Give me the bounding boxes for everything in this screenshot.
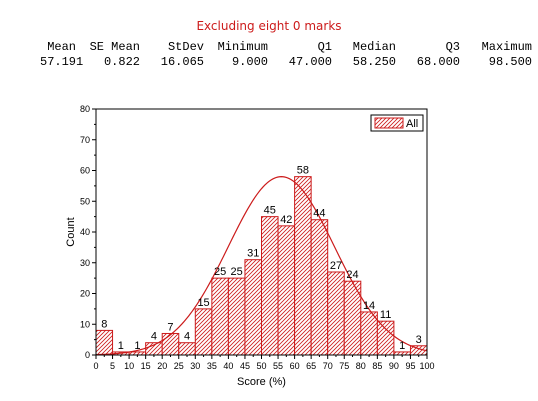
stats-header-cell: Q1 [317, 40, 332, 54]
x-tick-label: 70 [323, 361, 333, 371]
stats-header-cell: StDev [167, 40, 204, 54]
axes-layer: 0 5 10 15 20 25 30 35 40 45 50 55 60 65 70 75 80 85 90 95 10… [80, 104, 435, 371]
x-tick-label: 5 [110, 361, 115, 371]
x-tick-label: 95 [405, 361, 415, 371]
histogram-bar [178, 342, 196, 356]
bar-value-label: 25 [214, 266, 226, 278]
x-tick-label: 60 [290, 361, 300, 371]
x-tick-label: 20 [157, 361, 167, 371]
legend-label: All [406, 118, 418, 130]
stats-header-cell: Median [352, 40, 396, 54]
x-tick-label: 50 [256, 361, 266, 371]
bar-value-label: 1 [134, 340, 140, 352]
x-tick-label: 35 [207, 361, 217, 371]
stats-value-cell: 16.065 [160, 55, 204, 69]
x-axis-title: Score (%) [237, 376, 286, 388]
bar-value-label: 58 [297, 165, 309, 177]
bar-value-label: 27 [330, 260, 342, 272]
y-tick-label: 40 [80, 227, 90, 237]
stats-value-cell: 47.000 [288, 55, 332, 69]
y-tick-label: 10 [80, 319, 90, 329]
y-axis-title: Count [65, 217, 77, 246]
bar-value-label: 25 [231, 266, 243, 278]
histogram-bar [360, 311, 378, 356]
histogram-bar [194, 308, 213, 356]
stats-header-cell: Minimum [217, 40, 268, 54]
stats-value-cell: 98.500 [488, 55, 532, 69]
histogram-bar [327, 271, 345, 356]
x-tick-label: 45 [240, 361, 250, 371]
x-tick-label: 25 [174, 361, 184, 371]
bar-value-label: 4 [184, 331, 190, 343]
x-tick-label: 100 [419, 361, 434, 371]
bar-value-label: 8 [101, 318, 107, 330]
bar-value-label: 4 [151, 331, 157, 343]
stats-value-cell: 58.250 [352, 55, 396, 69]
y-tick-label: 30 [80, 258, 90, 268]
bar-value-label: 1 [118, 340, 124, 352]
histogram-bar [161, 332, 180, 356]
x-tick-label: 0 [93, 361, 98, 371]
bar-value-label: 14 [363, 300, 375, 312]
x-tick-label: 65 [306, 361, 316, 371]
stats-header-cell: SE Mean [89, 40, 140, 54]
stats-value-cell: 9.000 [231, 55, 268, 69]
x-tick-label: 10 [124, 361, 134, 371]
y-tick-label: 70 [80, 135, 90, 145]
bar-value-label: 44 [313, 208, 325, 220]
bar-value-label: 1 [399, 340, 405, 352]
x-tick-label: 80 [356, 361, 366, 371]
chart-caption: Excluding eight 0 marks [196, 19, 342, 33]
histogram-bar [95, 329, 114, 356]
bar-value-label: 11 [380, 309, 391, 321]
stats-header-cell: Mean [47, 40, 76, 54]
x-tick-label: 55 [273, 361, 283, 371]
histogram-bar [227, 277, 246, 356]
x-tick-label: 30 [190, 361, 200, 371]
bar-value-label: 15 [197, 297, 209, 309]
bar-value-label: 45 [264, 205, 276, 217]
stats-value-cell: 68.000 [416, 55, 460, 69]
legend-swatch [374, 117, 404, 129]
x-tick-label: 75 [339, 361, 349, 371]
bar-value-label: 7 [167, 321, 173, 333]
histogram-bar [244, 259, 262, 356]
summary-statistics-table: Mean SE Mean StDev Minimum Q1 Median Q3 Maximum… [40, 40, 532, 70]
stats-value-cell: 0.822 [103, 55, 140, 69]
bar-value-label: 31 [247, 248, 259, 260]
bars-layer [95, 176, 428, 356]
y-tick-label: 80 [80, 104, 90, 114]
stats-value-cell: 57.191 [40, 55, 84, 69]
stats-header-cell: Maximum [481, 40, 532, 54]
histogram-bar [294, 176, 312, 356]
bar-value-label: 42 [280, 214, 292, 226]
y-tick-label: 50 [80, 196, 90, 206]
histogram-bar [211, 277, 229, 356]
stats-header-row: Mean SE Mean StDev Minimum Q1 Median Q3 Maximum [40, 40, 532, 55]
x-tick-label: 15 [141, 361, 151, 371]
y-tick-label: 20 [80, 289, 90, 299]
bar-value-label: 24 [346, 269, 358, 281]
y-tick-label: 60 [80, 166, 90, 176]
histogram-bar [261, 216, 279, 356]
histogram-bar [376, 320, 395, 356]
legend: All [370, 114, 424, 132]
x-tick-label: 40 [223, 361, 233, 371]
curve-layer [95, 176, 428, 356]
histogram-bar [310, 219, 329, 356]
x-tick-label: 85 [372, 361, 382, 371]
stats-header-cell: Q3 [445, 40, 460, 54]
stats-value-row: 57.191 0.822 16.065 9.000 47.000 58.250 68.000… [40, 55, 532, 70]
y-tick-label: 0 [85, 350, 90, 360]
x-tick-label: 90 [389, 361, 399, 371]
histogram-bar [277, 225, 296, 356]
bar-value-label: 3 [416, 334, 422, 346]
normal-distribution-curve [95, 176, 428, 356]
